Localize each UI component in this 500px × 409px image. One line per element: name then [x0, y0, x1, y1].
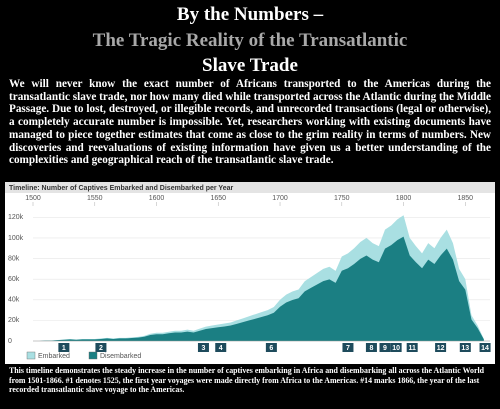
marker-label: 4	[219, 345, 223, 352]
x-tick-label: 1750	[334, 195, 350, 202]
chart: Timeline: Number of Captives Embarked an…	[5, 182, 495, 364]
marker-label: 9	[383, 345, 387, 352]
chart-title: Timeline: Number of Captives Embarked an…	[9, 185, 233, 192]
y-tick-label: 40k	[8, 297, 20, 304]
title-line: Slave Trade	[202, 55, 298, 76]
y-tick-label: 20k	[8, 317, 20, 324]
timeline-marker	[379, 343, 391, 352]
timeline-marker	[435, 343, 447, 352]
y-tick-label: 100k	[8, 235, 24, 242]
marker-label: 7	[346, 345, 350, 352]
timeline-marker	[95, 343, 107, 352]
x-tick-label: 1800	[396, 195, 412, 202]
x-tick-label: 1650	[210, 195, 226, 202]
title-line: The Tragic Reality of the Transatlantic	[92, 30, 408, 51]
legend-swatch	[88, 351, 98, 360]
legend-label: Embarked	[38, 353, 70, 360]
timeline-marker	[197, 343, 209, 352]
y-tick-label: 60k	[8, 276, 20, 283]
timeline-marker	[265, 343, 277, 352]
marker-label: 2	[99, 345, 103, 352]
x-tick-label: 1850	[458, 195, 474, 202]
marker-label: 3	[201, 345, 205, 352]
timeline-marker	[58, 343, 70, 352]
marker-label: 11	[408, 345, 416, 352]
timeline-marker	[215, 343, 227, 352]
x-tick-label: 1500	[25, 195, 41, 202]
x-tick-label: 1550	[87, 195, 103, 202]
marker-label: 6	[269, 345, 273, 352]
marker-label: 13	[461, 345, 469, 352]
marker-label: 8	[369, 345, 373, 352]
marker-label: 10	[392, 345, 400, 352]
area	[33, 236, 484, 341]
legend-label: Disembarked	[100, 353, 141, 360]
timeline-marker	[479, 343, 491, 352]
timeline-marker	[390, 343, 402, 352]
legend-swatch	[26, 351, 36, 360]
timeline-marker	[342, 343, 354, 352]
caption: This timeline demonstrates the steady in…	[9, 366, 485, 395]
timeline-marker	[459, 343, 471, 352]
timeline-marker	[365, 343, 377, 352]
timeline-marker	[406, 343, 418, 352]
intro-text: We will never know the exact number of A…	[9, 78, 491, 167]
x-tick-label: 1700	[272, 195, 288, 202]
x-tick-label: 1600	[149, 195, 165, 202]
title-line: By the Numbers –	[176, 4, 324, 25]
chart-title-bar	[5, 182, 495, 193]
y-tick-label: 80k	[8, 255, 20, 262]
marker-label: 1	[62, 345, 66, 352]
y-tick-label: 0	[8, 338, 12, 345]
y-tick-label: 120k	[8, 214, 24, 221]
marker-label: 14	[481, 345, 489, 352]
marker-label: 12	[437, 345, 445, 352]
